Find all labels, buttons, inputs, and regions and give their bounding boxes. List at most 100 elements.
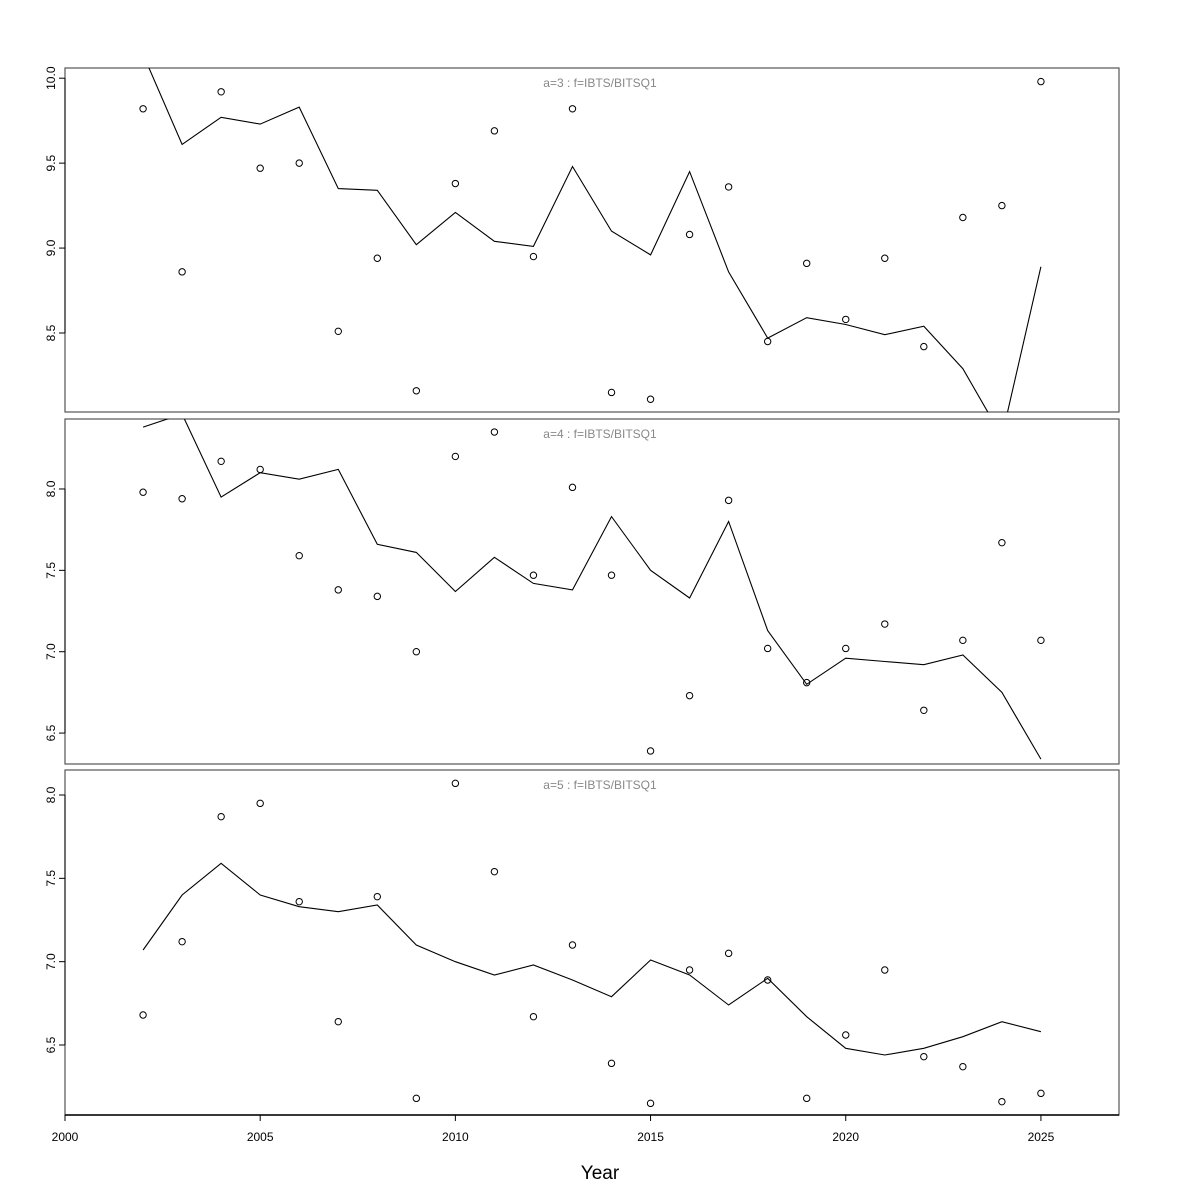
observed-point [646, 747, 655, 755]
observed-point [685, 966, 694, 974]
x-tick-label: 2010 [442, 1130, 469, 1144]
observed-point [998, 201, 1006, 210]
panel-2: 6.5 7.0 7.5 8.0 a=4 : f=IBTS/BITSQ1 [44, 418, 1120, 765]
observed-point [568, 105, 577, 113]
panel-title: a=3 : f=IBTS/BITSQ1 [543, 76, 657, 90]
observed-point [256, 799, 264, 808]
observed-point [139, 105, 147, 113]
observed-point [881, 966, 889, 974]
observed-point [490, 428, 499, 436]
observed-point [1037, 636, 1045, 645]
observed-point [920, 706, 928, 714]
observed-point [920, 1052, 928, 1061]
y-tick-label: 7.0 [44, 643, 58, 660]
observed-point [412, 648, 421, 656]
y-tick-label: 9.5 [44, 154, 58, 171]
observed-point [256, 164, 264, 172]
observed-point [842, 644, 850, 653]
observed-point [217, 88, 225, 96]
observed-point [529, 252, 538, 261]
observed-point [568, 483, 577, 492]
x-tick-label: 2000 [52, 1130, 79, 1144]
panel-frame [64, 418, 1120, 765]
observed-point [139, 488, 147, 496]
observed-point [646, 1099, 655, 1108]
observed-point [178, 268, 186, 276]
observed-point [959, 636, 967, 645]
x-tick-label: 2015 [637, 1130, 664, 1144]
y-tick-label: 9.0 [44, 239, 58, 256]
observed-point [295, 897, 303, 906]
panel-title: a=5 : f=IBTS/BITSQ1 [543, 778, 657, 792]
panel-frame [64, 769, 1120, 1116]
observed-point [568, 941, 577, 949]
y-tick-label: 6.5 [44, 1036, 58, 1053]
observed-point [685, 230, 694, 239]
observed-point [1037, 77, 1045, 86]
observed-point [607, 388, 616, 397]
observed-point [607, 1059, 616, 1068]
observed-point [1037, 1089, 1045, 1098]
fitted-line [148, 68, 1042, 412]
y-tick-label: 6.5 [44, 724, 58, 741]
observed-point [295, 159, 303, 167]
observed-point [178, 495, 186, 503]
observed-point [842, 315, 850, 324]
observed-point [920, 342, 928, 351]
observed-point [139, 1011, 147, 1019]
observed-point [724, 949, 733, 958]
observed-point [959, 1062, 967, 1071]
y-tick-label: 8.0 [44, 786, 58, 803]
observed-point [881, 620, 889, 628]
observed-point [724, 496, 733, 505]
observed-point [412, 1094, 421, 1103]
observed-point [217, 457, 225, 466]
panel-title: a=4 : f=IBTS/BITSQ1 [543, 427, 657, 441]
observed-point [803, 259, 811, 268]
x-axis-label: Year [581, 1163, 620, 1184]
observed-point [373, 592, 381, 601]
observed-point [334, 1017, 342, 1026]
x-tick-label: 2025 [1028, 1130, 1055, 1144]
observed-point [607, 571, 616, 579]
observed-point [451, 179, 460, 188]
observed-point [803, 678, 811, 687]
observed-point [217, 812, 225, 821]
y-tick-label: 10.0 [44, 66, 58, 90]
observed-point [763, 976, 772, 984]
observed-point [842, 1031, 850, 1039]
observed-point [998, 1097, 1006, 1106]
observed-point [763, 337, 772, 346]
observed-point [334, 327, 342, 336]
x-tick-label: 2005 [247, 1130, 274, 1144]
observed-point [334, 586, 342, 594]
observed-point [529, 571, 538, 579]
y-tick-label: 7.5 [44, 870, 58, 887]
observed-point [178, 937, 186, 946]
x-tick-label: 2020 [832, 1130, 859, 1144]
observed-point [256, 465, 264, 474]
fitted-line [142, 862, 1042, 1056]
observed-point [451, 452, 460, 461]
fitted-line [142, 419, 1042, 760]
observed-point [724, 183, 733, 191]
y-tick-label: 7.5 [44, 562, 58, 579]
panel-frame [64, 67, 1120, 413]
observed-point [685, 691, 694, 700]
observed-point [959, 213, 967, 222]
y-tick-label: 8.0 [44, 480, 58, 497]
observed-point [412, 387, 421, 395]
y-tick-label: 8.5 [44, 324, 58, 341]
observed-point [881, 254, 889, 262]
observed-point [451, 779, 460, 788]
observed-point [763, 644, 772, 653]
panel-3: 6.5 7.0 7.5 8.0 a=5 : f=IBTS/BITSQ1 [44, 769, 1120, 1116]
observed-point [490, 127, 499, 135]
observed-point [998, 538, 1006, 547]
observed-point [646, 395, 655, 403]
observed-point [373, 254, 381, 262]
observed-point [803, 1094, 811, 1103]
y-tick-label: 7.0 [44, 953, 58, 970]
observed-point [490, 867, 499, 876]
